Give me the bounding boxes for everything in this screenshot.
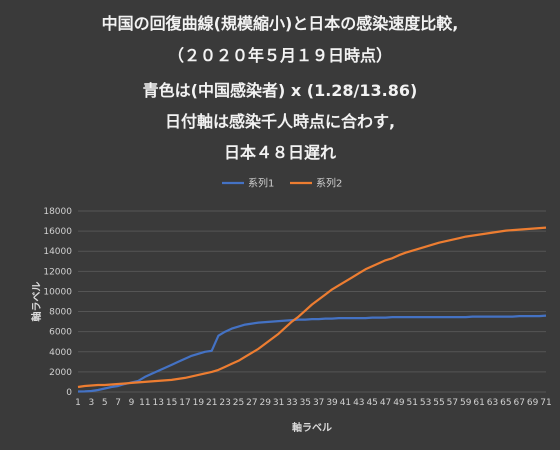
- x-axis-title: 軸ラベル: [292, 421, 332, 434]
- x-tick-label: 37: [313, 398, 324, 408]
- y-tick-label: 2000: [49, 368, 72, 378]
- x-axis-tick-labels: 1 3 5 7 9 11 13 15 17 19 21 23 25 27 29 31 33 35 37 39 41 43 4…: [75, 398, 552, 408]
- x-tick-label: 33: [286, 398, 297, 408]
- x-tick-label: 43: [353, 398, 364, 408]
- x-tick-label: 39: [326, 398, 338, 408]
- y-tick-label: 10000: [43, 287, 72, 297]
- y-axis-title: 軸ラベル: [30, 282, 43, 322]
- x-tick-label: 31: [273, 398, 284, 408]
- y-tick-label: 14000: [43, 247, 72, 257]
- x-tick-label: 29: [259, 398, 271, 408]
- y-axis-tick-labels: 0 2000 4000 6000 8000 10000 12000 14000 16000 180…: [43, 207, 72, 398]
- x-tick-label: 19: [193, 398, 205, 408]
- x-tick-label: 67: [514, 398, 525, 408]
- x-tick-label: 27: [246, 398, 257, 408]
- x-tick-label: 35: [300, 398, 311, 408]
- y-tick-label: 6000: [49, 328, 72, 338]
- chart-title-line-2: （２０２０年５月１９日時点）: [167, 46, 392, 65]
- legend-label-1: 系列1: [248, 177, 274, 190]
- chart-title-line-5: 日本４８日遅れ: [223, 143, 336, 162]
- x-tick-label: 21: [206, 398, 217, 408]
- x-tick-label: 3: [89, 398, 95, 408]
- x-tick-label: 1: [75, 398, 81, 408]
- x-tick-label: 57: [447, 398, 458, 408]
- x-tick-label: 25: [233, 398, 244, 408]
- x-tick-label: 47: [380, 398, 391, 408]
- y-tick-label: 16000: [43, 227, 72, 237]
- series-lines: [77, 226, 547, 393]
- x-tick-label: 51: [407, 398, 418, 408]
- chart-title-line-4: 日付軸は感染千人時点に合わす,: [164, 112, 396, 131]
- x-tick-label: 55: [433, 398, 444, 408]
- series-line-2: [77, 226, 547, 389]
- y-tick-label: 4000: [49, 348, 72, 358]
- x-tick-label: 69: [527, 398, 539, 408]
- legend-label-2: 系列2: [316, 177, 342, 190]
- y-tick-label: 12000: [43, 267, 72, 277]
- gridlines: [78, 210, 546, 393]
- x-tick-label: 9: [129, 398, 135, 408]
- x-tick-label: 17: [179, 398, 190, 408]
- x-tick-label: 41: [340, 398, 351, 408]
- x-tick-label: 5: [102, 398, 108, 408]
- x-tick-label: 49: [393, 398, 405, 408]
- x-tick-label: 7: [115, 398, 121, 408]
- y-tick-label: 0: [66, 388, 72, 398]
- chart-title-line-1: 中国の回復曲線(規模縮小)と日本の感染速度比較,: [101, 14, 459, 33]
- x-tick-label: 59: [460, 398, 472, 408]
- y-tick-label: 18000: [43, 207, 72, 217]
- x-tick-label: 23: [219, 398, 230, 408]
- x-tick-label: 53: [420, 398, 431, 408]
- y-tick-label: 8000: [49, 308, 72, 318]
- x-tick-label: 63: [487, 398, 498, 408]
- x-tick-label: 65: [500, 398, 511, 408]
- series-line-1: [77, 314, 547, 393]
- x-tick-label: 61: [473, 398, 484, 408]
- chart-title-line-3: 青色は(中国感染者) x (1.28/13.86): [142, 81, 418, 100]
- x-tick-label: 45: [366, 398, 377, 408]
- x-tick-label: 15: [166, 398, 177, 408]
- x-tick-label: 11: [139, 398, 150, 408]
- x-tick-label: 13: [153, 398, 164, 408]
- legend: 系列1 系列2: [222, 177, 342, 190]
- x-tick-label: 71: [540, 398, 551, 408]
